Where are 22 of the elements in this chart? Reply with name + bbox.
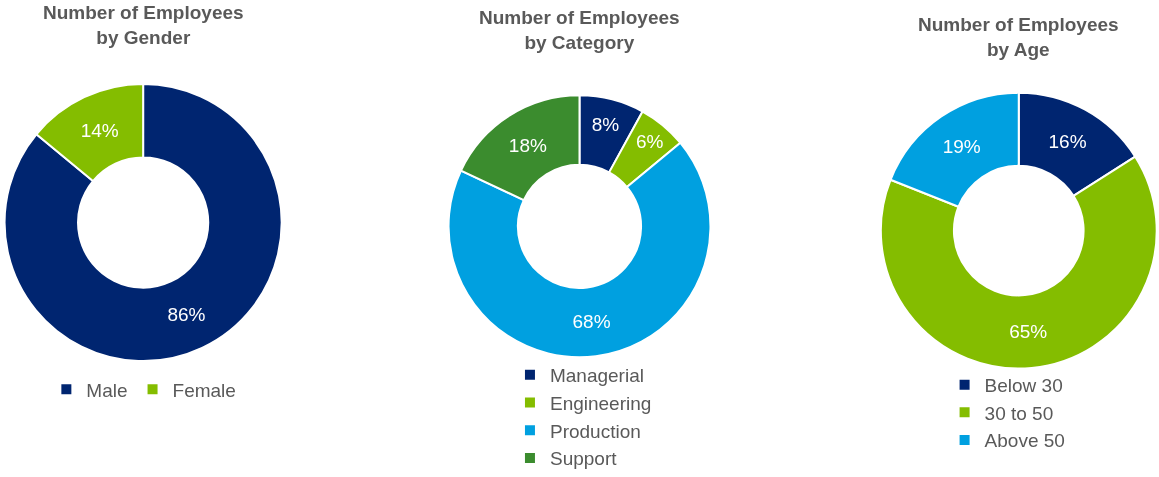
legend-label: Below 30 — [984, 375, 1063, 397]
chart-title: Number of Employees by Gender — [43, 2, 244, 48]
legend-label: Engineering — [549, 392, 652, 414]
data-label: 19% — [942, 136, 981, 158]
legend-label: 30 to 50 — [984, 402, 1054, 424]
data-label: 18% — [508, 134, 547, 156]
legend-label: Production — [549, 420, 641, 442]
legend-label: Above 50 — [984, 430, 1065, 452]
legend-label: Male — [86, 379, 128, 401]
data-label: 68% — [572, 311, 611, 333]
donut-slice — [3, 83, 283, 362]
chart-title: Number of Employees by Age — [918, 14, 1119, 60]
legend-label: Female — [172, 379, 236, 401]
data-label: 65% — [1009, 320, 1048, 342]
legend-label: Support — [549, 448, 618, 470]
data-label: 86% — [167, 304, 206, 326]
legend-label: Managerial — [549, 365, 644, 387]
data-label: 14% — [80, 119, 119, 141]
data-label: 8% — [591, 114, 620, 136]
data-label: 16% — [1048, 131, 1087, 153]
chart-title: Number of Employees by Category — [479, 7, 680, 53]
data-label: 6% — [636, 130, 664, 152]
